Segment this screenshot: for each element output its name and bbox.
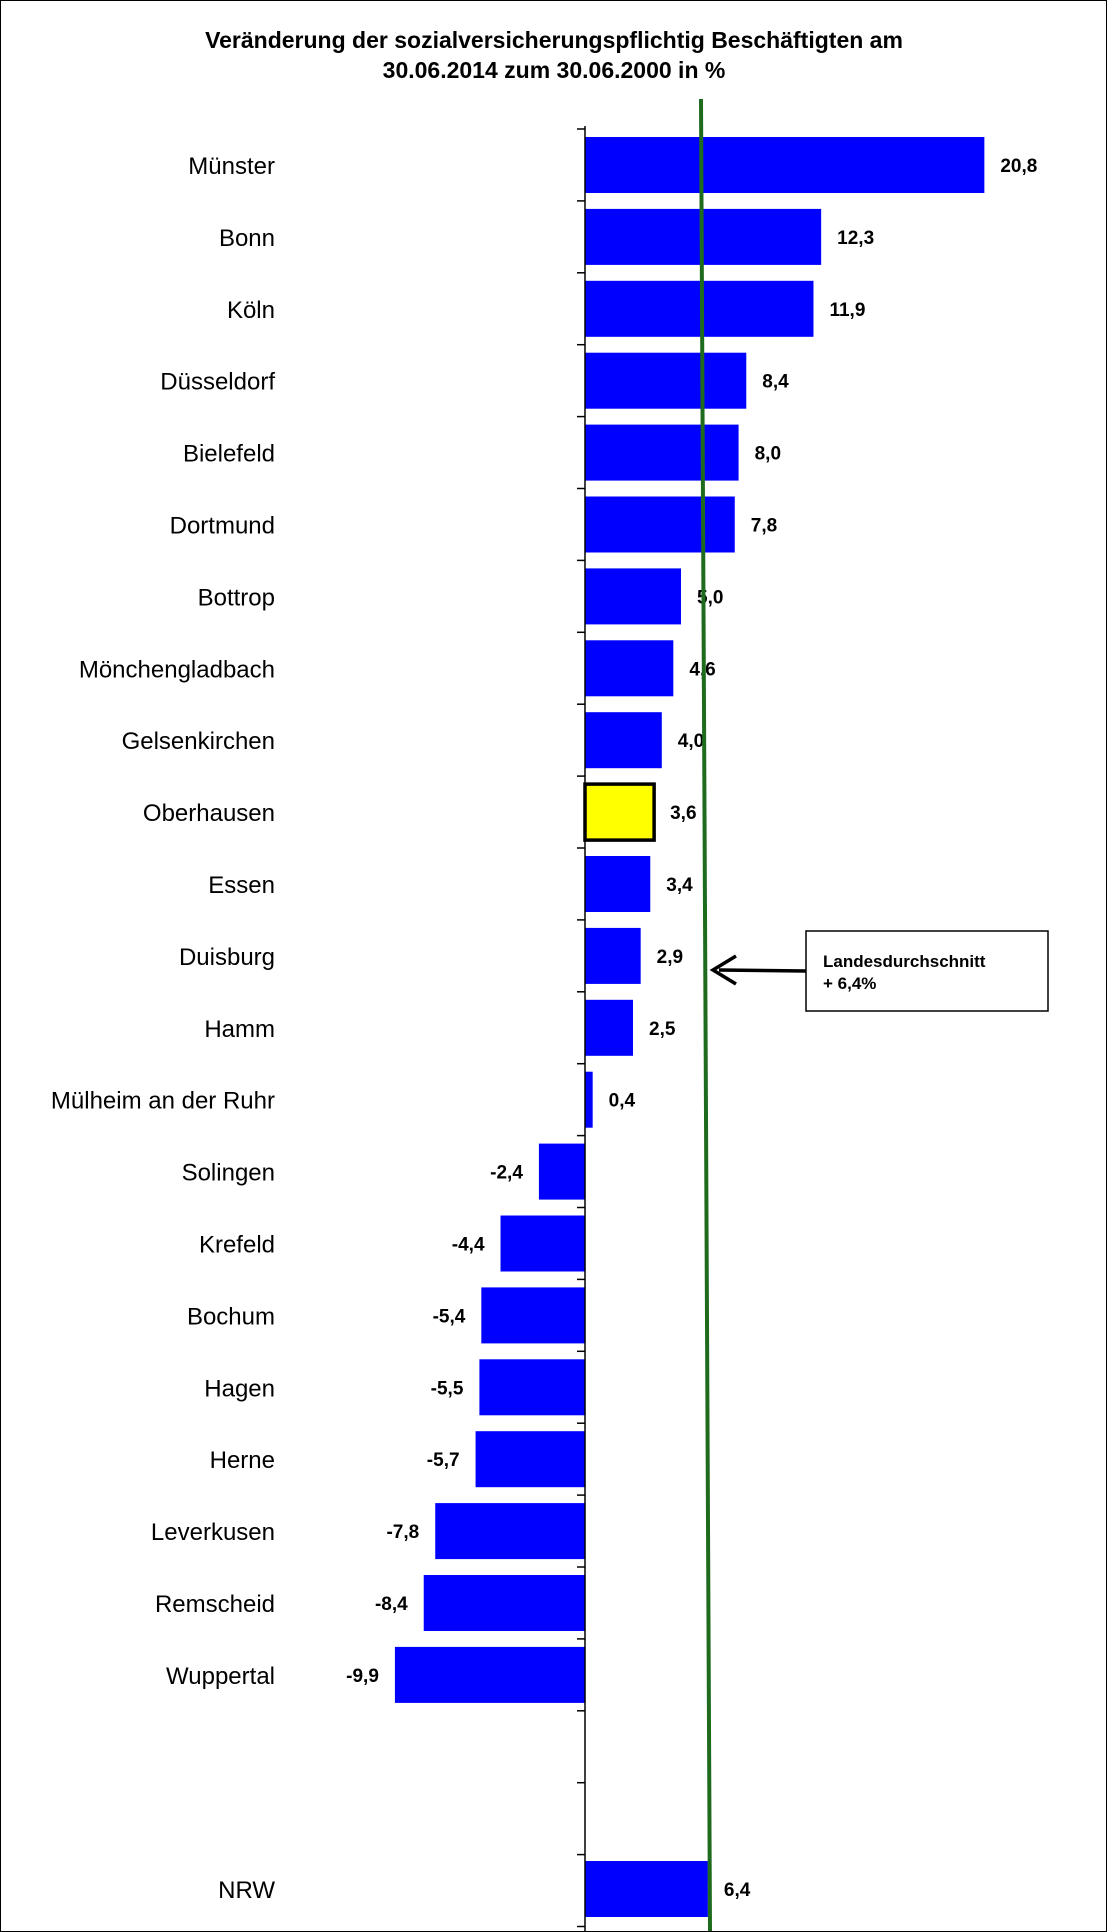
category-label-bochum: Bochum: [187, 1303, 275, 1330]
bar-krefeld: [500, 1215, 585, 1272]
bars-group: Münster 20,8 Bonn 12,3 Köln 11,9 Düsseldorf 8,4…: [51, 137, 1037, 1917]
value-label-bielefeld: 8,0: [755, 444, 781, 465]
category-label-duesseldorf: Düsseldorf: [160, 369, 275, 396]
bar-duisburg: [585, 927, 641, 984]
value-label-remscheid: -8,4: [375, 1594, 408, 1615]
category-label-moenchengladbach: Mönchengladbach: [79, 656, 275, 683]
category-label-bonn: Bonn: [219, 225, 275, 252]
value-label-bochum: -5,4: [433, 1306, 466, 1327]
value-label-gelsenkirchen: 4,0: [678, 731, 704, 752]
bar-hamm: [585, 999, 633, 1056]
bar-herne: [475, 1431, 585, 1488]
category-label-gelsenkirchen: Gelsenkirchen: [122, 728, 275, 755]
value-label-dortmund: 7,8: [751, 516, 777, 537]
bar-solingen: [538, 1143, 585, 1200]
bar-nrw: [585, 1861, 708, 1917]
chart-title: Veränderung der sozialversicherungspflic…: [205, 27, 903, 53]
category-label-bottrop: Bottrop: [198, 584, 275, 611]
value-label-solingen: -2,4: [490, 1163, 523, 1184]
bar-duesseldorf: [585, 352, 747, 409]
category-label-duisburg: Duisburg: [179, 944, 275, 971]
bar-moenchengladbach: [585, 640, 674, 697]
category-label-wuppertal: Wuppertal: [166, 1663, 275, 1690]
value-label-nrw: 6,4: [724, 1880, 751, 1901]
chart-subtitle: 30.06.2014 zum 30.06.2000 in %: [383, 57, 726, 83]
bar-hagen: [479, 1359, 585, 1416]
category-label-essen: Essen: [208, 872, 275, 899]
value-label-bonn: 12,3: [837, 228, 874, 249]
category-label-hamm: Hamm: [204, 1016, 275, 1043]
bar-leverkusen: [435, 1503, 585, 1560]
bar-bottrop: [585, 568, 681, 625]
bar-wuppertal: [394, 1646, 585, 1703]
value-label-duisburg: 2,9: [657, 947, 683, 968]
value-label-essen: 3,4: [666, 875, 693, 896]
bar-oberhausen: [583, 782, 656, 842]
bar-koeln: [585, 280, 814, 337]
annotation-arrow: [709, 954, 807, 986]
bar-muelheim-an-der-ruhr: [585, 1071, 593, 1128]
bar-muenster: [585, 137, 985, 193]
annotation-line-2: + 6,4%: [823, 974, 876, 993]
category-label-muenster: Münster: [188, 153, 275, 180]
category-label-dortmund: Dortmund: [170, 513, 275, 540]
category-label-herne: Herne: [210, 1447, 275, 1474]
bar-essen: [585, 856, 651, 912]
category-label-solingen: Solingen: [182, 1160, 275, 1187]
category-label-nrw: NRW: [218, 1877, 275, 1904]
category-label-remscheid: Remscheid: [155, 1591, 275, 1618]
value-label-herne: -5,7: [427, 1450, 460, 1471]
value-label-duesseldorf: 8,4: [762, 372, 789, 393]
category-label-hagen: Hagen: [204, 1375, 275, 1402]
value-label-oberhausen: 3,6: [670, 803, 696, 824]
category-label-koeln: Köln: [227, 297, 275, 324]
reference-line: [699, 98, 712, 1931]
category-label-leverkusen: Leverkusen: [151, 1519, 275, 1546]
annotation-line-1: Landesdurchschnitt: [823, 952, 986, 971]
bar-remscheid: [423, 1575, 585, 1631]
bar-gelsenkirchen: [585, 712, 662, 769]
value-label-krefeld: -4,4: [452, 1235, 485, 1256]
zero-axis: [577, 126, 586, 1931]
annotation-box: Landesdurchschnitt + 6,4%: [805, 930, 1049, 1012]
value-label-muelheim-an-der-ruhr: 0,4: [609, 1091, 636, 1112]
value-label-muenster: 20,8: [1000, 156, 1037, 177]
category-label-bielefeld: Bielefeld: [183, 441, 275, 468]
bar-dortmund: [585, 496, 735, 553]
category-label-muelheim-an-der-ruhr: Mülheim an der Ruhr: [51, 1088, 275, 1115]
bar-bielefeld: [585, 424, 739, 481]
category-label-oberhausen: Oberhausen: [143, 800, 275, 827]
value-label-hagen: -5,5: [431, 1378, 464, 1399]
category-label-krefeld: Krefeld: [199, 1232, 275, 1259]
bar-bochum: [481, 1287, 585, 1344]
reference-line-group: [699, 98, 712, 1931]
value-label-wuppertal: -9,9: [346, 1666, 379, 1687]
value-label-bottrop: 5,0: [697, 587, 723, 608]
value-label-leverkusen: -7,8: [386, 1522, 419, 1543]
value-label-koeln: 11,9: [829, 300, 865, 321]
value-label-hamm: 2,5: [649, 1019, 676, 1040]
